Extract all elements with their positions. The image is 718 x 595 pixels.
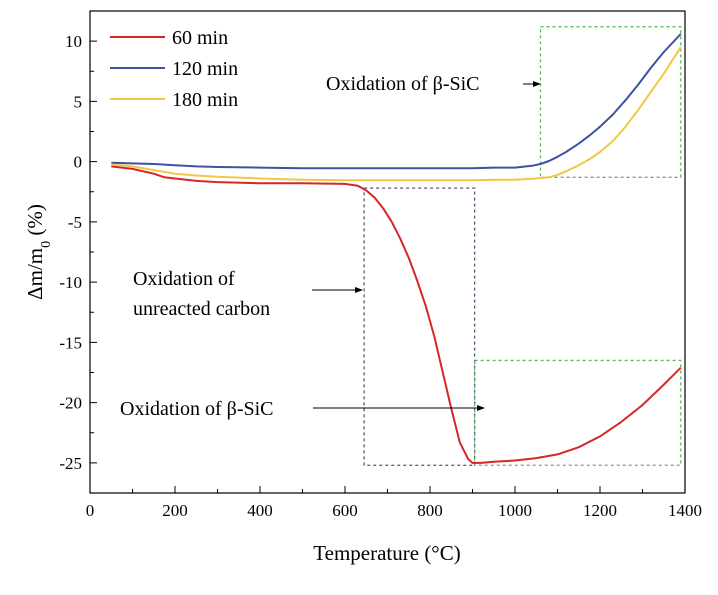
- series-line-60-min: [111, 165, 682, 464]
- x-tick-label: 600: [332, 501, 358, 520]
- annotation-text: Oxidation of β-SiC: [120, 398, 274, 420]
- y-tick-label: -5: [68, 213, 82, 232]
- series-line-180-min: [111, 46, 682, 182]
- series-line-120-min: [111, 33, 682, 170]
- box-carbon: [363, 187, 476, 466]
- legend-entry-60-min: 60 min: [110, 27, 228, 49]
- x-tick-label: 0: [86, 501, 95, 520]
- x-tick-label: 800: [417, 501, 443, 520]
- x-tick-label: 1000: [498, 501, 532, 520]
- box-sic-lower: [473, 359, 682, 466]
- y-tick-label: 0: [74, 153, 83, 172]
- y-tick-label: -25: [59, 454, 82, 473]
- legend-entry-120-min: 120 min: [110, 58, 238, 80]
- series-lines: [111, 33, 682, 464]
- y-tick-label: 10: [65, 32, 82, 51]
- annotation-text: unreacted carbon: [133, 298, 270, 320]
- x-axis: 0 200 400 600 800 1000 1200 1400: [86, 486, 702, 520]
- legend-label: 180 min: [172, 89, 238, 111]
- y-tick-label: -20: [59, 394, 82, 413]
- legend-entry-180-min: 180 min: [110, 89, 238, 111]
- y-axis: 10 5 0 -5 -10 -15 -20 -25: [59, 32, 97, 473]
- legend-label: 120 min: [172, 58, 238, 80]
- x-axis-title: Temperature (°C): [313, 541, 460, 565]
- y-tick-label: -10: [59, 273, 82, 292]
- annotation-text: Oxidation of β-SiC: [326, 73, 480, 95]
- x-tick-label: 1400: [668, 501, 702, 520]
- annotation-sic-lower: Oxidation of β-SiC: [120, 398, 485, 420]
- y-tick-label: 5: [74, 92, 83, 111]
- x-tick-label: 400: [247, 501, 273, 520]
- legend-label: 60 min: [172, 27, 228, 49]
- legend: 60 min 120 min 180 min: [110, 27, 238, 111]
- y-axis-title: Δm/m0 (%): [23, 204, 54, 300]
- x-tick-label: 200: [162, 501, 188, 520]
- annotation-sic-upper: Oxidation of β-SiC: [326, 73, 541, 95]
- box-sic-upper: [539, 26, 682, 178]
- annotation-text: Oxidation of: [133, 268, 235, 290]
- y-tick-label: -15: [59, 333, 82, 352]
- annotation-carbon: Oxidation of unreacted carbon: [133, 268, 363, 320]
- x-tick-label: 1200: [583, 501, 617, 520]
- annotation-boxes: [363, 26, 682, 466]
